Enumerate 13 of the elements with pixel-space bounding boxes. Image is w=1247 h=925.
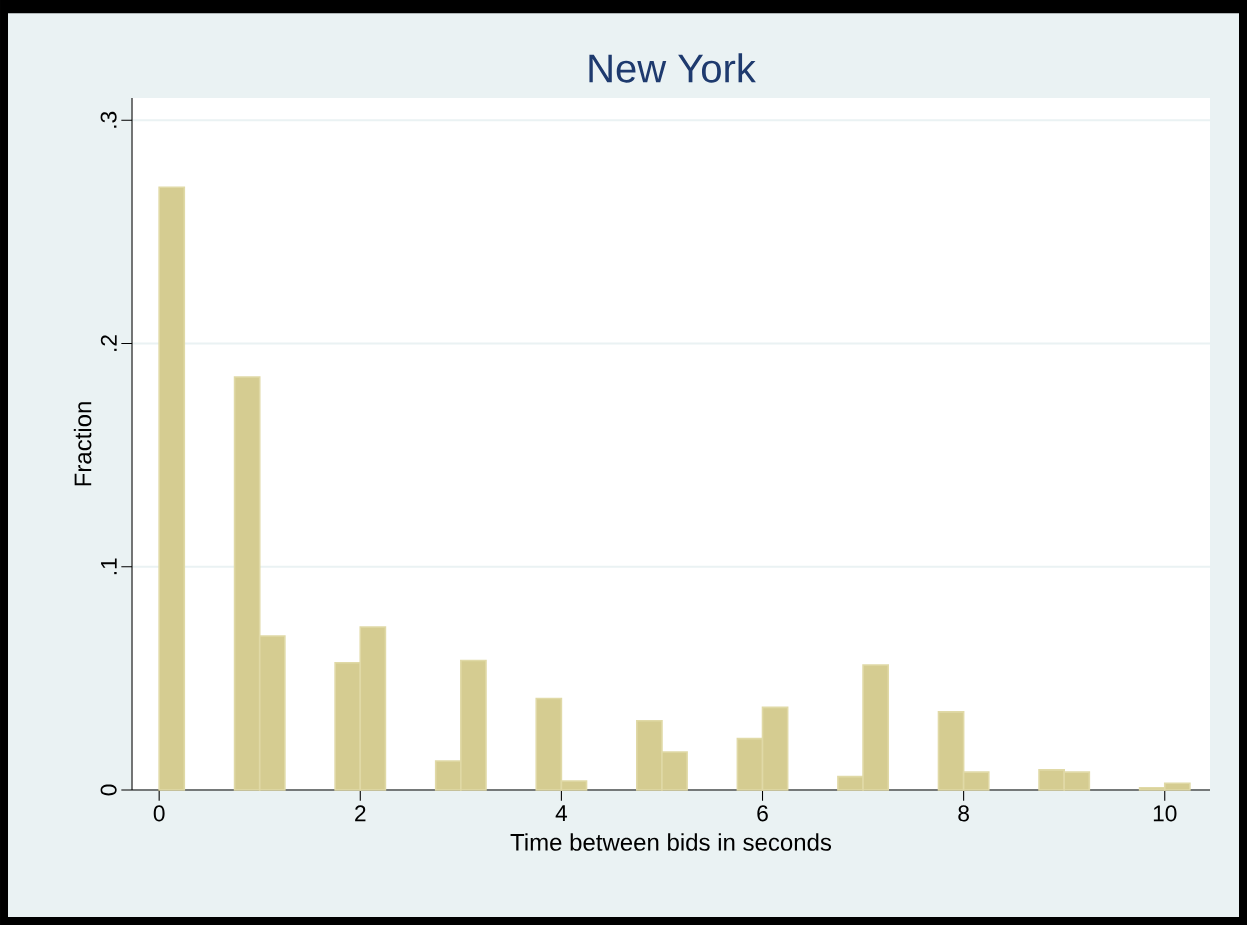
x-tick-label: 10 — [1153, 805, 1177, 822]
x-tick-label: 0 — [153, 805, 165, 822]
y-tick-label: .3 — [100, 111, 117, 128]
y-axis-title: Fraction — [73, 402, 92, 486]
x-tick-label: 4 — [555, 805, 568, 821]
x-tick-label: 2 — [355, 805, 366, 822]
y-tick-label: 0 — [100, 784, 117, 796]
y-tick-label: .1 — [101, 558, 117, 575]
x-tick-label: 8 — [958, 805, 969, 822]
chart-title: New York — [589, 53, 756, 83]
y-tick-label: .2 — [100, 335, 117, 351]
x-tick-label: 6 — [757, 805, 768, 822]
x-axis-title: Time between bids in seconds — [510, 833, 832, 851]
